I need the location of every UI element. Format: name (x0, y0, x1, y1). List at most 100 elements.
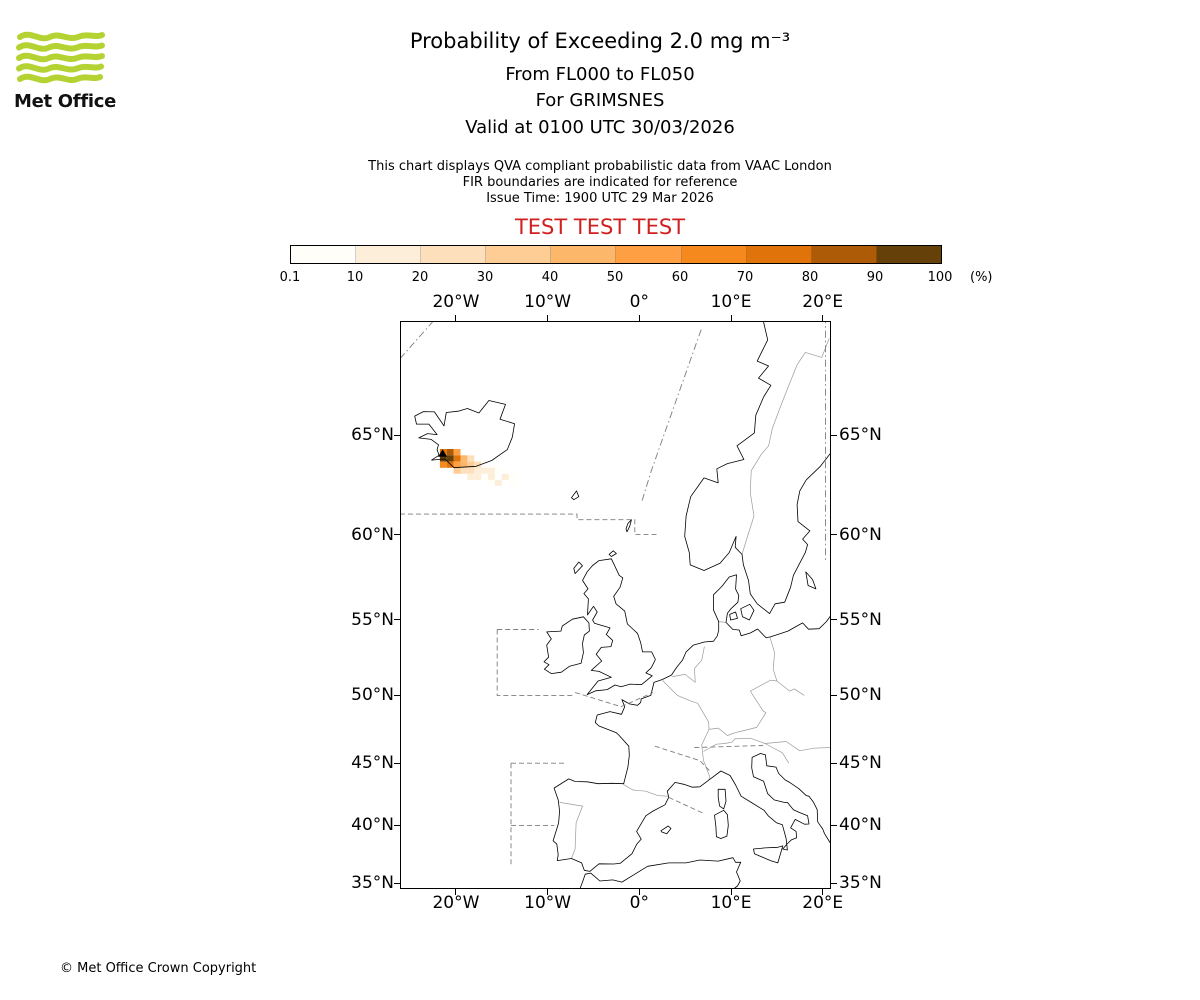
probability-cell (481, 473, 489, 480)
colorbar-segment (681, 246, 747, 263)
fir-boundaries-layer (399, 315, 826, 867)
y-axis-label-right: 60°N (839, 524, 882, 545)
x-axis-tick (547, 889, 549, 895)
subtitle-volcano: For GRIMSNES (535, 90, 665, 111)
y-axis-tick (831, 434, 837, 436)
y-axis-tick (831, 824, 837, 826)
y-axis-tick (394, 694, 400, 696)
chart-title: Probability of Exceeding 2.0 mg m⁻³ (409, 29, 791, 53)
y-axis-label-left: 50°N (351, 685, 394, 706)
probability-cell (488, 479, 495, 486)
x-axis-tick (730, 315, 732, 321)
y-axis-tick (394, 882, 400, 884)
met-office-logo: Met Office (14, 28, 124, 112)
x-axis-label-bottom: 0° (629, 893, 649, 913)
met-office-logo-icon (16, 31, 105, 84)
probability-cells-layer (439, 449, 516, 486)
y-axis-tick (831, 694, 837, 696)
y-axis-tick (831, 619, 837, 621)
map-svg (399, 315, 836, 890)
x-axis-tick (547, 315, 549, 321)
y-axis-label-left: 35°N (351, 873, 394, 894)
y-axis-tick (831, 762, 837, 764)
x-axis-tick (455, 315, 457, 321)
x-axis-label-top: 20°E (802, 292, 844, 312)
colorbar-segment (746, 246, 812, 263)
colorbar-tick-label: 70 (736, 270, 754, 285)
x-axis-label-bottom: 10°E (710, 893, 752, 913)
y-axis-tick (394, 824, 400, 826)
colorbar-tick-label: 60 (671, 270, 689, 285)
colorbar-segment (291, 246, 357, 263)
probability-cell (488, 473, 495, 480)
probability-cell (446, 461, 454, 468)
probability-cell (460, 467, 468, 474)
y-axis-label-left: 60°N (351, 524, 394, 545)
y-axis-label-left: 45°N (351, 753, 394, 774)
colorbar-tick-label: 20 (411, 270, 429, 285)
colorbar-segment (551, 246, 617, 263)
probability-cell (481, 467, 489, 474)
x-axis-tick (730, 889, 732, 895)
colorbar-tick-label: 0.1 (279, 270, 301, 285)
subtitle-flight-levels: From FL000 to FL050 (505, 64, 695, 85)
country-borders-layer (559, 338, 832, 859)
x-axis-tick (822, 315, 824, 321)
colorbar-tick-label: 50 (606, 270, 624, 285)
x-axis-label-bottom: 20°W (432, 893, 480, 913)
probability-cell (494, 467, 502, 474)
probability-cell (501, 473, 509, 480)
copyright-text: © Met Office Crown Copyright (60, 961, 257, 976)
colorbar-tick-label: 10 (346, 270, 364, 285)
y-axis-tick (394, 434, 400, 436)
probability-cell (474, 473, 482, 480)
probability-cell (439, 455, 447, 462)
colorbar-unit-label: (%) (970, 270, 993, 285)
met-office-logo-text: Met Office (14, 91, 117, 112)
probability-cell (460, 455, 468, 462)
probability-cell (446, 449, 454, 456)
x-axis-label-top: 10°E (710, 292, 752, 312)
y-axis-label-left: 40°N (351, 815, 394, 836)
y-axis-label-left: 55°N (351, 609, 394, 630)
y-axis-tick (394, 619, 400, 621)
probability-cell (508, 479, 516, 486)
colorbar-segment (421, 246, 487, 263)
probability-cell (467, 461, 475, 468)
x-axis-tick (638, 315, 640, 321)
colorbar-segment (811, 246, 877, 263)
probability-cell (453, 449, 461, 456)
x-axis-tick (638, 889, 640, 895)
note-fir-boundaries: FIR boundaries are indicated for referen… (462, 175, 738, 190)
probability-cell (494, 479, 502, 486)
colorbar-segment (486, 246, 552, 263)
colorbar-tick-label: 90 (866, 270, 884, 285)
subtitle-valid-time: Valid at 0100 UTC 30/03/2026 (465, 117, 735, 138)
probability-cell (474, 461, 482, 468)
x-axis-label-bottom: 20°E (802, 893, 844, 913)
probability-cell (439, 461, 447, 468)
colorbar-segment (356, 246, 422, 263)
y-axis-tick (394, 534, 400, 536)
x-axis-tick (822, 889, 824, 895)
x-axis-label-top: 10°W (524, 292, 572, 312)
probability-cell (508, 473, 516, 480)
probability-cell (474, 467, 482, 474)
y-axis-label-right: 50°N (839, 685, 882, 706)
coastlines-layer (414, 315, 836, 890)
colorbar-tick-label: 80 (801, 270, 819, 285)
colorbar-segment (616, 246, 682, 263)
y-axis-label-right: 40°N (839, 815, 882, 836)
colorbar-tick-label: 100 (927, 270, 953, 285)
colorbar-tick-label: 30 (476, 270, 494, 285)
colorbar-tick-label: 40 (541, 270, 559, 285)
probability-cell (453, 455, 461, 462)
x-axis-label-top: 20°W (432, 292, 480, 312)
probability-cell (467, 473, 475, 480)
volcano-marker (438, 449, 448, 457)
probability-cell (467, 455, 475, 462)
y-axis-label-right: 55°N (839, 609, 882, 630)
y-axis-label-left: 65°N (351, 425, 394, 446)
x-axis-tick (455, 889, 457, 895)
